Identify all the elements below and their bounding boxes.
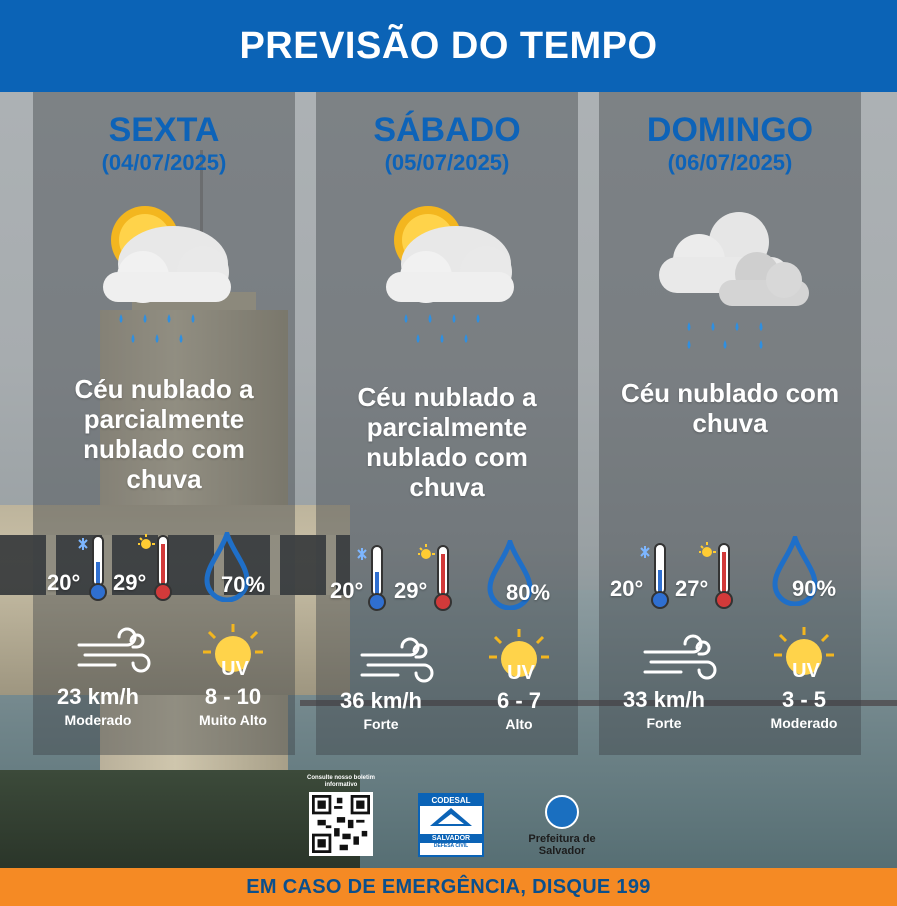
uv-icon-label: UV	[507, 662, 535, 684]
humidity-drop-icon	[204, 532, 250, 602]
dock	[300, 700, 897, 706]
sun-cloud-rain-icon	[103, 206, 231, 343]
humidity-value: 80%	[506, 580, 551, 605]
humidity-value: 70%	[221, 572, 266, 597]
weather-description: Céu nublado a parcialmente nublado com c…	[357, 382, 537, 502]
temp-min: 20°	[47, 570, 81, 595]
weather-description: Céu nublado a parcialmente nublado com c…	[74, 374, 254, 494]
qr-caption: Consulte nosso boletim informativo	[306, 775, 375, 788]
wind-label: Moderado	[64, 712, 132, 728]
codesal-logo: CODESAL SALVADOR DEFESA CIVIL	[418, 793, 484, 857]
day-date: (04/07/2025)	[101, 150, 227, 175]
day-date: (06/07/2025)	[667, 150, 793, 175]
uv-sun-icon	[774, 627, 834, 675]
hot-thermometer-icon	[138, 534, 172, 601]
day-name: SEXTA	[108, 111, 220, 149]
wind-speed: 23 km/h	[57, 684, 139, 709]
weather-description: Céu nublado com chuva	[620, 378, 840, 438]
qr-code-icon[interactable]	[309, 792, 373, 856]
uv-index: 3 - 5	[781, 687, 827, 712]
humidity-drop-icon	[772, 536, 818, 606]
prefeitura-logo: Prefeitura de Salvador	[520, 795, 604, 857]
wind-speed: 36 km/h	[340, 688, 422, 713]
cold-thermometer-icon	[640, 543, 669, 609]
wind-icon	[643, 634, 717, 680]
temp-min: 20°	[330, 578, 364, 603]
temp-max: 27°	[675, 576, 709, 601]
emergency-footer: EM CASO DE EMERGÊNCIA, DISQUE 199	[0, 868, 897, 906]
uv-index: 6 - 7	[496, 688, 542, 713]
sun-cloud-rain-icon	[386, 206, 514, 343]
day-column-sunday: DOMINGO (06/07/2025) Céu nublado com chu…	[599, 92, 861, 755]
uv-label: Muito Alto	[199, 712, 267, 728]
wind-label: Forte	[646, 715, 682, 731]
uv-sun-icon	[203, 624, 263, 672]
wind-label: Forte	[363, 716, 399, 732]
codesal-name: CODESAL	[420, 795, 482, 806]
uv-icon-label: UV	[221, 658, 249, 680]
uv-label: Moderado	[770, 715, 838, 731]
city-seal-icon	[545, 795, 579, 829]
codesal-city: SALVADOR	[420, 834, 482, 843]
wind-icon	[77, 627, 151, 673]
wind-icon	[360, 637, 434, 683]
uv-label: Alto	[505, 716, 533, 732]
uv-index: 8 - 10	[204, 684, 262, 709]
emergency-text: EM CASO DE EMERGÊNCIA, DISQUE 199	[246, 875, 651, 898]
uv-icon-label: UV	[792, 660, 820, 682]
day-column-saturday: SÁBADO (05/07/2025) Céu nublado a parcia…	[316, 92, 578, 755]
shore-trees	[0, 770, 360, 870]
humidity-value: 90%	[792, 576, 837, 601]
day-column-friday: SEXTA (04/07/2025) Céu nublado a parcial…	[33, 92, 295, 755]
cloud-rain-icon	[659, 212, 809, 349]
day-date: (05/07/2025)	[384, 150, 510, 175]
hot-thermometer-icon	[699, 542, 733, 609]
bridge-windows	[0, 535, 350, 595]
cold-thermometer-icon	[78, 535, 107, 601]
prefeitura-name: Prefeitura de Salvador	[528, 833, 596, 857]
wind-speed: 33 km/h	[623, 687, 705, 712]
temp-max: 29°	[394, 578, 428, 603]
header: PREVISÃO DO TEMPO	[0, 0, 897, 92]
codesal-subtitle: DEFESA CIVIL	[433, 843, 469, 849]
temp-min: 20°	[610, 576, 644, 601]
page-title: PREVISÃO DO TEMPO	[239, 24, 658, 67]
humidity-drop-icon	[487, 540, 533, 610]
uv-sun-icon	[489, 629, 549, 677]
day-name: SÁBADO	[373, 111, 521, 149]
temp-max: 29°	[113, 570, 147, 595]
cold-thermometer-icon	[357, 545, 386, 611]
day-name: DOMINGO	[646, 111, 814, 149]
hot-thermometer-icon	[418, 544, 452, 611]
antenna	[200, 150, 203, 295]
civil-defense-triangle-icon	[430, 808, 472, 826]
qr-code-block[interactable]: Consulte nosso boletim informativo	[305, 775, 377, 857]
